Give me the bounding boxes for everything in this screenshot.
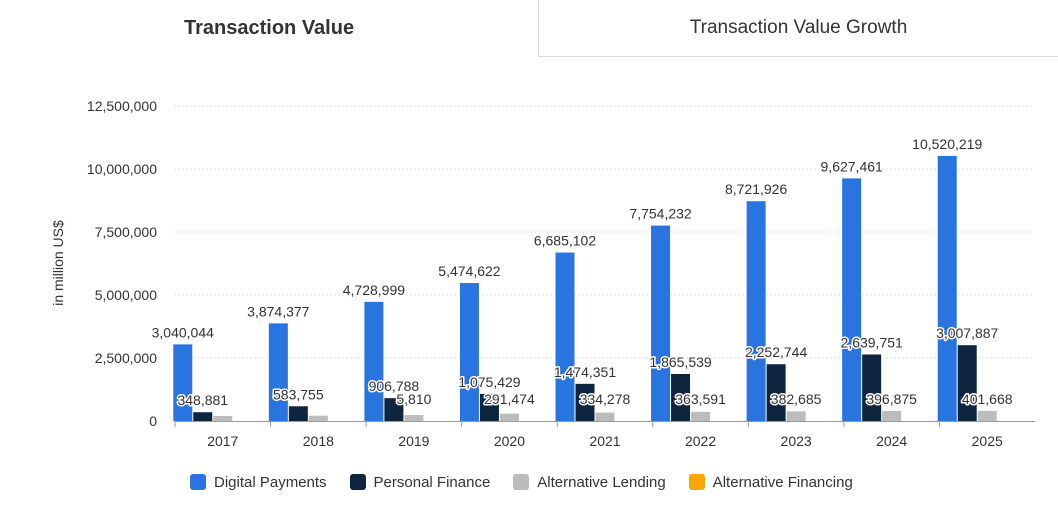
tab-transaction-value-growth[interactable]: Transaction Value Growth: [538, 0, 1058, 57]
y-tick-label: 7,500,000: [95, 224, 157, 240]
x-tick-label: 2019: [398, 433, 429, 449]
bar-personal-finance: [288, 406, 308, 421]
bar-personal-finance: [862, 354, 882, 421]
data-label: 3,040,044: [152, 324, 214, 340]
data-label: 5,810: [396, 391, 431, 407]
bar-chart: 0 2,500,000 5,000,000 7,500,000 10,000,000 12…: [50, 98, 1035, 449]
legend-item-digital-payments[interactable]: Digital Payments: [190, 474, 327, 491]
y-tick-label: 0: [149, 413, 157, 429]
bar-digital-payments: [173, 344, 193, 421]
data-label: 401,668: [962, 391, 1013, 407]
bar-alternative-lending: [499, 413, 519, 421]
legend-label-alternative-lending: Alternative Lending: [537, 473, 666, 491]
data-label: 2,639,751: [841, 334, 903, 350]
tab-transaction-value-label: Transaction Value: [184, 17, 355, 39]
bar-personal-finance: [384, 398, 404, 421]
tab-transaction-value-growth-label: Transaction Value Growth: [689, 17, 908, 38]
y-tick-label: 5,000,000: [95, 287, 157, 303]
bar-digital-payments: [555, 252, 575, 421]
data-label: 363,591: [675, 391, 726, 407]
data-label: 7,754,232: [629, 206, 691, 222]
bar-alternative-lending: [595, 412, 615, 421]
data-label: 3,874,377: [247, 303, 309, 319]
data-label: 8,721,926: [725, 181, 787, 197]
legend-swatch-alternative-financing: [688, 474, 705, 490]
legend-swatch-alternative-lending: [513, 474, 530, 490]
bar-alternative-lending: [308, 415, 328, 421]
legend-label-alternative-financing: Alternative Financing: [712, 473, 853, 491]
x-tick-label: 2017: [207, 433, 238, 449]
legend-item-personal-finance[interactable]: Personal Finance: [349, 473, 491, 491]
bar-alternative-lending: [786, 411, 806, 421]
x-tick-label: 2021: [589, 433, 620, 449]
legend-swatch-personal-finance: [349, 474, 366, 490]
bar-alternative-lending: [691, 411, 711, 421]
data-label: 382,685: [771, 391, 822, 407]
tab-transaction-value[interactable]: Transaction Value: [0, 0, 538, 57]
bar-digital-payments: [937, 155, 957, 421]
legend-item-alternative-lending[interactable]: Alternative Lending: [513, 473, 666, 491]
tab-bar: Transaction Value Transaction Value Grow…: [0, 0, 1058, 58]
data-label: 1,474,351: [554, 364, 616, 380]
y-tick-label: 12,500,000: [87, 98, 157, 114]
bar-personal-finance: [575, 383, 595, 421]
bar-alternative-lending: [882, 410, 902, 421]
data-label: 906,788: [369, 378, 420, 394]
bar-digital-payments: [651, 225, 671, 421]
data-label: 5,474,622: [438, 263, 500, 279]
x-tick-label: 2024: [876, 433, 907, 449]
data-label: 3,007,887: [936, 325, 998, 341]
y-tick-label: 10,000,000: [87, 161, 157, 177]
x-tick-label: 2022: [685, 433, 716, 449]
bar-personal-finance: [479, 393, 499, 421]
bar-digital-payments: [268, 323, 288, 421]
bar-personal-finance: [766, 364, 786, 421]
data-label: 2,252,744: [745, 344, 807, 360]
data-label: 583,755: [273, 386, 324, 402]
data-label: 9,627,461: [821, 158, 883, 174]
data-label: 396,875: [866, 391, 917, 407]
bar-digital-payments: [459, 283, 479, 421]
bar-personal-finance: [193, 412, 213, 421]
data-label: 348,881: [177, 392, 228, 408]
bar-alternative-lending: [213, 415, 233, 421]
data-label: 10,520,219: [912, 136, 982, 152]
chart-legend: Digital Payments Personal Finance Altern…: [190, 472, 876, 492]
bar-digital-payments: [746, 201, 766, 421]
legend-swatch-digital-payments: [190, 474, 206, 490]
y-axis-title: in million US$: [50, 220, 66, 306]
x-tick-label: 2023: [781, 433, 812, 449]
y-tick-label: 2,500,000: [95, 350, 157, 366]
data-label: 334,278: [580, 391, 631, 407]
x-tick-label: 2025: [972, 433, 1003, 449]
legend-label-digital-payments: Digital Payments: [214, 473, 327, 491]
x-tick-label: 2018: [303, 433, 334, 449]
bar-alternative-lending: [977, 410, 997, 421]
bar-digital-payments: [842, 178, 862, 421]
bar-personal-finance: [671, 373, 691, 421]
bar-personal-finance: [957, 345, 977, 421]
data-label: 1,865,539: [649, 354, 711, 370]
legend-item-alternative-financing[interactable]: Alternative Financing: [688, 473, 853, 491]
legend-label-personal-finance: Personal Finance: [373, 473, 491, 491]
bar-digital-payments: [364, 301, 384, 421]
data-label: 1,075,429: [458, 374, 520, 390]
data-label: 6,685,102: [534, 233, 596, 249]
data-label: 4,728,999: [343, 282, 405, 298]
bar-alternative-lending: [404, 415, 424, 421]
data-label: 291,474: [484, 391, 535, 407]
x-tick-label: 2020: [494, 433, 525, 449]
